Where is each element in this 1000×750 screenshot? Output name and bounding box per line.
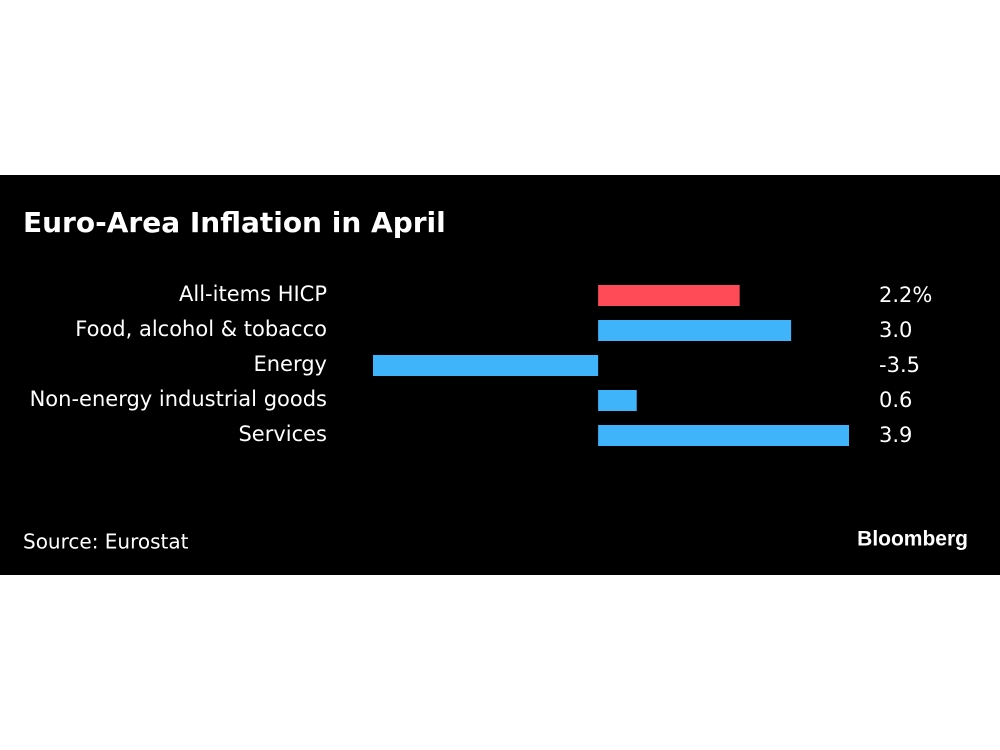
value-label: 0.6 <box>879 388 912 412</box>
category-label: Services <box>238 422 327 446</box>
category-label: All-items HICP <box>179 282 327 306</box>
bar <box>373 355 599 376</box>
category-label: Food, alcohol & tobacco <box>75 317 327 341</box>
value-label: 3.9 <box>879 423 912 447</box>
bar <box>598 390 637 411</box>
bar <box>598 425 849 446</box>
value-label: 3.0 <box>879 318 912 342</box>
value-label: -3.5 <box>879 353 920 377</box>
category-label: Non-energy industrial goods <box>30 387 327 411</box>
brand-logo: Bloomberg <box>857 528 968 551</box>
chart-title: Euro-Area Inflation in April <box>23 206 446 239</box>
bar <box>598 285 740 306</box>
source: Source: Eurostat <box>23 530 189 554</box>
category-label: Energy <box>253 352 327 376</box>
value-label: 2.2% <box>879 283 932 307</box>
bar <box>598 320 792 341</box>
